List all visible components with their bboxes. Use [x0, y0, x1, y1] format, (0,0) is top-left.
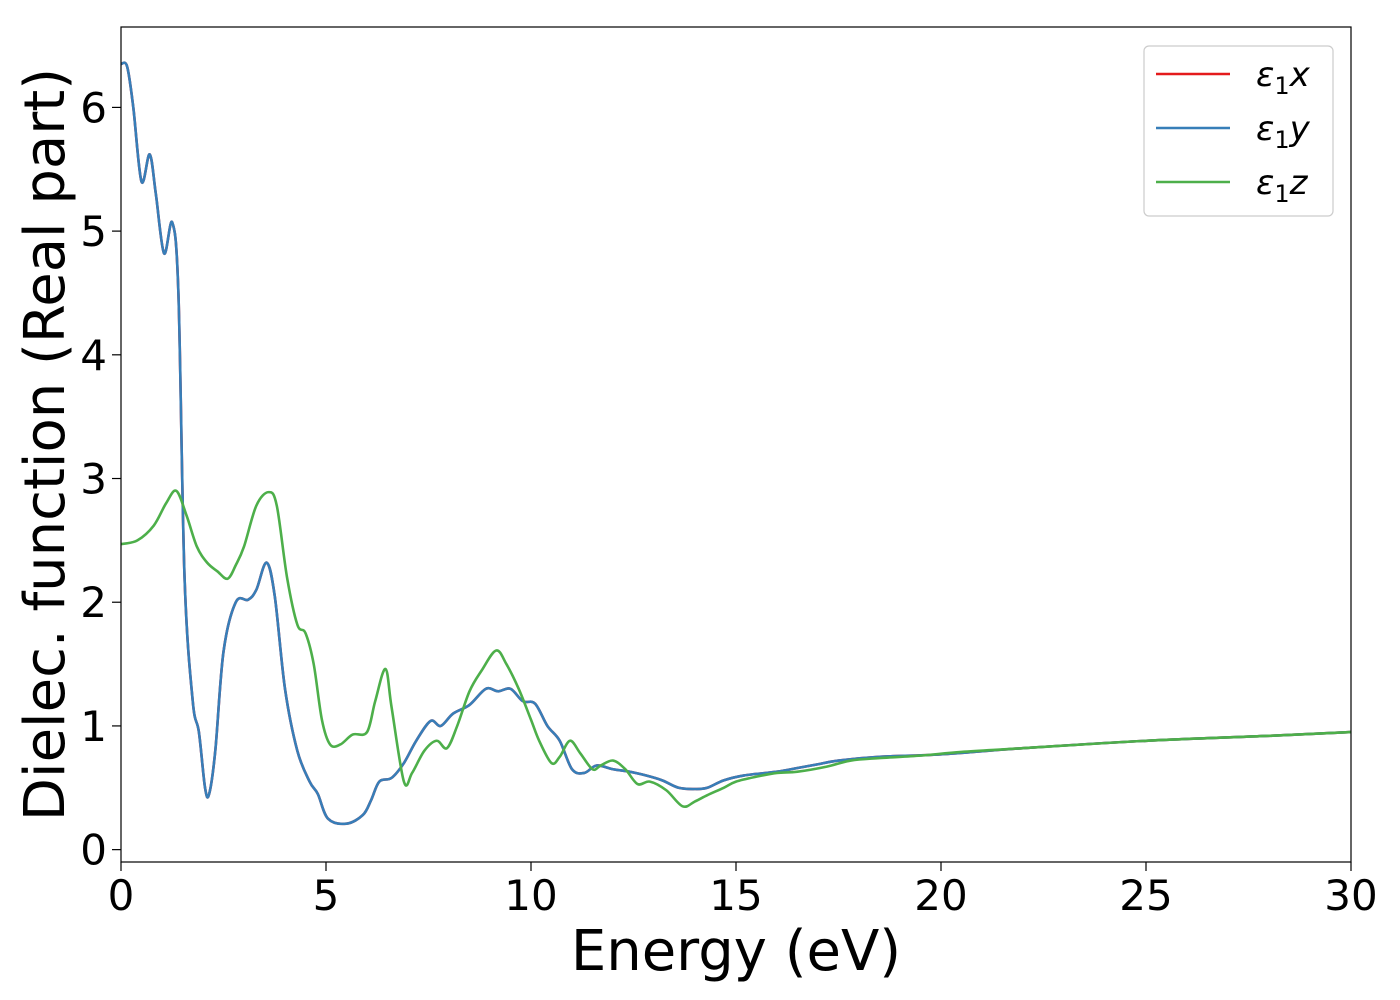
y-tick-label: 2 — [80, 578, 107, 627]
y-tick-label: 0 — [80, 826, 107, 875]
legend-label-x: ε1x — [1256, 55, 1311, 100]
legend-symbol: ε — [1256, 163, 1274, 203]
legend-component: y — [1289, 109, 1311, 149]
legend-symbol: ε — [1256, 109, 1274, 149]
x-tick-label: 30 — [1324, 871, 1377, 920]
x-axis: 0 5 10 15 20 25 30 — [108, 862, 1378, 920]
legend-subscript: 1 — [1274, 126, 1289, 154]
x-axis-title: Energy (eV) — [571, 919, 901, 984]
series-layer — [121, 61, 1351, 826]
legend-subscript: 1 — [1274, 72, 1289, 100]
legend-label-z: ε1z — [1256, 163, 1309, 208]
x-tick-label: 5 — [313, 871, 340, 920]
y-tick-label: 1 — [80, 702, 107, 751]
y-tick-label: 3 — [80, 455, 107, 504]
legend-box — [1143, 45, 1334, 217]
legend-label-y: ε1y — [1256, 109, 1311, 154]
legend-symbol: ε — [1256, 55, 1274, 95]
legend-subscript: 1 — [1274, 180, 1289, 208]
x-tick-label: 15 — [709, 871, 762, 920]
legend-component: z — [1289, 163, 1309, 203]
y-tick-label: 6 — [80, 83, 107, 132]
x-tick-label: 10 — [504, 871, 557, 920]
legend-component: x — [1289, 55, 1311, 95]
x-tick-label: 20 — [914, 871, 967, 920]
x-tick-label: 25 — [1119, 871, 1172, 920]
series-line-z — [121, 489, 1351, 809]
series-line-y — [121, 61, 1351, 826]
y-axis-title: Dielec. function (Real part) — [13, 68, 78, 821]
y-tick-label: 4 — [80, 331, 107, 380]
y-axis: 0 1 2 3 4 5 6 — [80, 83, 121, 875]
x-tick-label: 0 — [108, 871, 135, 920]
y-tick-label: 5 — [80, 207, 107, 256]
